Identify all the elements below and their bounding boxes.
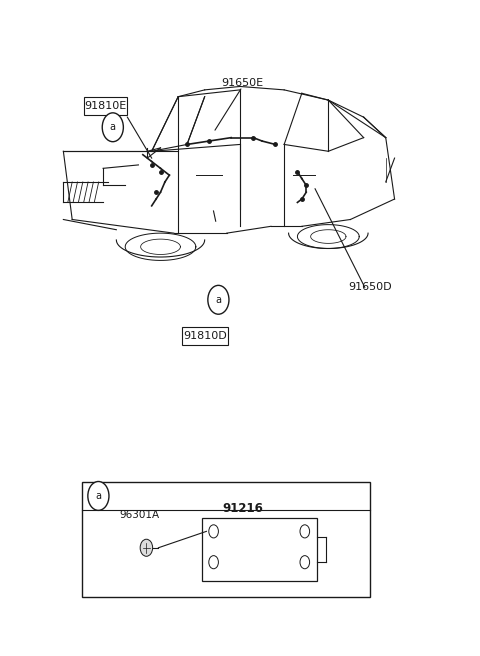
Text: 96301A: 96301A — [119, 510, 159, 520]
FancyBboxPatch shape — [82, 482, 370, 597]
Text: 91810E: 91810E — [84, 101, 127, 112]
FancyBboxPatch shape — [84, 97, 127, 115]
Circle shape — [208, 285, 229, 314]
Text: 91650D: 91650D — [348, 282, 391, 293]
Text: 91650E: 91650E — [221, 77, 264, 88]
Circle shape — [300, 525, 310, 538]
Text: 91216: 91216 — [222, 502, 263, 515]
Text: a: a — [110, 122, 116, 133]
Circle shape — [88, 482, 109, 510]
Text: 91810D: 91810D — [183, 331, 227, 341]
Text: a: a — [216, 295, 221, 305]
FancyBboxPatch shape — [182, 327, 228, 345]
Circle shape — [140, 539, 153, 556]
Circle shape — [102, 113, 123, 142]
Circle shape — [209, 556, 218, 569]
FancyBboxPatch shape — [202, 518, 317, 581]
Circle shape — [300, 556, 310, 569]
Circle shape — [209, 525, 218, 538]
Text: a: a — [96, 491, 101, 501]
